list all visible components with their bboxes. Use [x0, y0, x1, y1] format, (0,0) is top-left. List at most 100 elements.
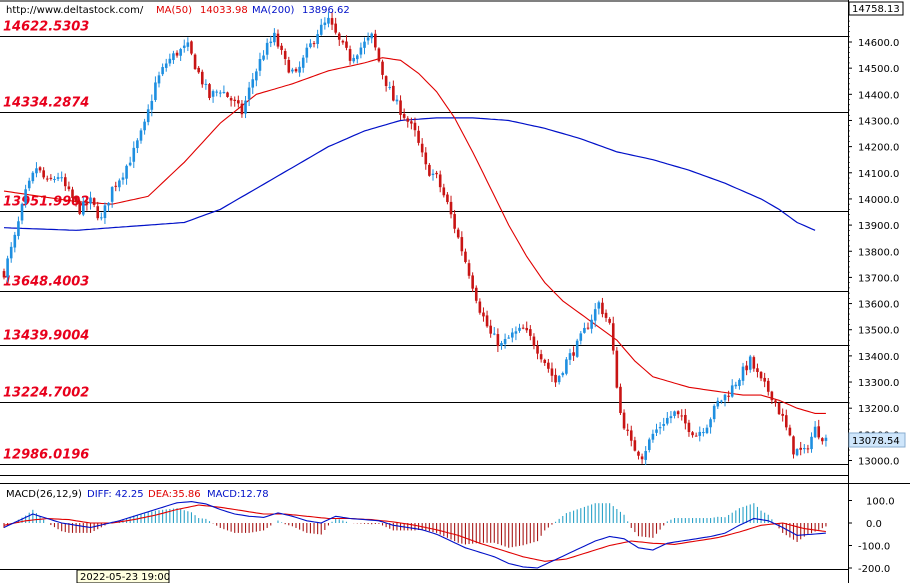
candle-up	[363, 41, 366, 48]
candle-up	[716, 400, 720, 407]
candle-down	[330, 18, 334, 25]
candle-up	[492, 333, 496, 335]
ma50-value: 14033.98	[200, 5, 248, 16]
price-tick-label: 14000.0	[858, 195, 899, 206]
candle-down	[572, 352, 575, 356]
candle-down	[788, 427, 792, 436]
candle-up	[507, 337, 510, 339]
candle-down	[586, 327, 590, 329]
candle-down	[539, 354, 543, 360]
candle-down	[226, 92, 229, 97]
candle-up	[503, 339, 507, 344]
candle-up	[6, 258, 9, 278]
candle-down	[759, 371, 763, 379]
candle-down	[777, 402, 781, 415]
candle-up	[723, 394, 727, 401]
ma200-label: MA(200)	[252, 5, 294, 16]
candle-down	[792, 436, 795, 455]
candle-down	[233, 99, 237, 102]
candle-down	[817, 426, 821, 438]
macd-hist-label: MACD:	[207, 489, 240, 500]
candle-up	[500, 343, 503, 346]
candle-up	[702, 432, 705, 434]
candle-up	[666, 417, 669, 424]
support-resistance-levels: 14622.530314334.287413951.990213648.4003…	[0, 20, 848, 465]
candle-down	[554, 374, 557, 383]
candle-up	[20, 204, 24, 221]
candle-down	[525, 327, 529, 331]
candle-up	[298, 66, 301, 73]
candle-up	[305, 47, 309, 58]
candle-down	[676, 411, 680, 415]
price-tick-label: 14500.0	[858, 64, 899, 75]
candle-down	[640, 456, 644, 460]
candle-up	[118, 180, 121, 188]
candle-down	[529, 329, 532, 336]
macd-tick-label: -100.0	[858, 542, 890, 553]
candle-up	[251, 79, 255, 88]
level-label: 14622.5303	[3, 20, 89, 35]
candle-up	[355, 55, 359, 60]
candle-down	[237, 100, 240, 104]
candle-down	[604, 312, 608, 318]
candle-up	[352, 57, 355, 62]
candle-up	[157, 75, 161, 84]
candle-up	[590, 319, 593, 329]
candle-up	[301, 57, 305, 68]
candle-down	[547, 362, 550, 369]
candle-up	[255, 71, 258, 81]
top-price: 14758.13	[852, 4, 900, 15]
candle-up	[395, 99, 399, 102]
ma50-path	[3, 57, 826, 414]
macd-dea-line	[3, 504, 826, 562]
candle-down	[446, 194, 449, 203]
candle-down	[399, 100, 402, 115]
candle-down	[460, 237, 464, 252]
candle-up	[222, 91, 226, 93]
candle-down	[63, 177, 67, 187]
candle-up	[291, 69, 294, 72]
candle-down	[175, 52, 179, 56]
candle-up	[9, 246, 13, 259]
candle-down	[240, 103, 244, 115]
candle-down	[694, 435, 698, 437]
candle-up	[265, 42, 269, 55]
candle-up	[211, 91, 215, 97]
ma200-value: 13896.62	[302, 5, 350, 16]
candle-up	[748, 356, 752, 370]
candle-up	[720, 400, 723, 402]
candlesticks	[2, 11, 828, 466]
candle-up	[172, 53, 175, 61]
candle-up	[803, 447, 806, 450]
candle-down	[410, 121, 413, 124]
candle-up	[662, 423, 666, 426]
candle-up	[89, 197, 92, 204]
candle-up	[247, 87, 251, 100]
macd-dea-label: DEA:	[148, 489, 172, 500]
candle-down	[449, 201, 453, 215]
candle-up	[316, 34, 319, 44]
candle-up	[557, 376, 561, 383]
candle-down	[2, 271, 6, 278]
candle-down	[680, 415, 684, 417]
candle-down	[287, 59, 291, 73]
candle-up	[132, 147, 136, 162]
candle-down	[496, 334, 500, 347]
candle-down	[637, 451, 640, 456]
candle-down	[348, 49, 352, 61]
price-tick-label: 13500.0	[858, 326, 899, 337]
ma200-path	[3, 117, 816, 231]
candle-down	[543, 359, 547, 364]
candle-up	[35, 168, 38, 174]
candle-up	[561, 373, 565, 376]
candle-up	[323, 22, 327, 26]
candle-up	[186, 42, 190, 47]
candle-up	[31, 172, 35, 182]
candle-down	[381, 61, 384, 75]
candle-down	[384, 76, 388, 87]
candle-up	[593, 309, 597, 321]
level-label: 13648.4003	[3, 275, 89, 290]
candle-down	[312, 43, 316, 45]
candle-down	[485, 315, 489, 327]
